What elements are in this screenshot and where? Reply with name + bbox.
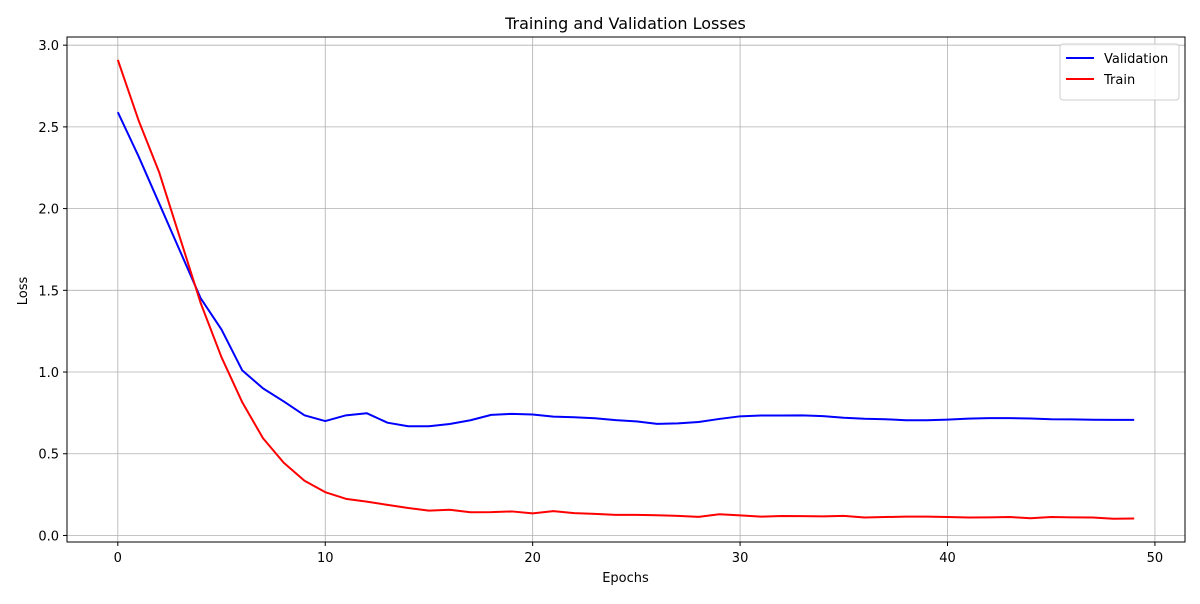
y-tick-label: 1.5 [38,284,59,299]
x-tick-label: 20 [524,551,541,566]
y-tick-label: 0.0 [38,529,59,544]
series-line-train [116,59,1135,520]
series-line-validation [116,111,1135,428]
y-tick-label: 3.0 [38,39,59,54]
legend: Validation Train [1059,43,1180,101]
legend-label-validation: Validation [1104,52,1168,67]
y-tick-label: 0.5 [38,448,59,463]
x-tick-label: 0 [114,551,122,566]
y-tick-label: 2.0 [38,203,59,218]
x-tick-label: 10 [317,551,334,566]
series-lines [116,59,1135,520]
y-axis-label: Loss [16,277,31,306]
grid [67,37,1185,542]
x-tick-label: 50 [1147,551,1164,566]
y-tick-label: 2.5 [38,121,59,136]
chart-title: Training and Validation Losses [504,14,746,33]
legend-label-train: Train [1103,73,1135,88]
plot-frame [66,36,1186,543]
axes: 0 10 20 30 40 50 0.0 0.5 1.0 1.5 2.0 2.5 3.0 [38,36,1186,566]
x-tick-label: 30 [732,551,749,566]
x-axis-label: Epochs [602,571,649,586]
x-tick-label: 40 [939,551,956,566]
y-tick-label: 1.0 [38,366,59,381]
